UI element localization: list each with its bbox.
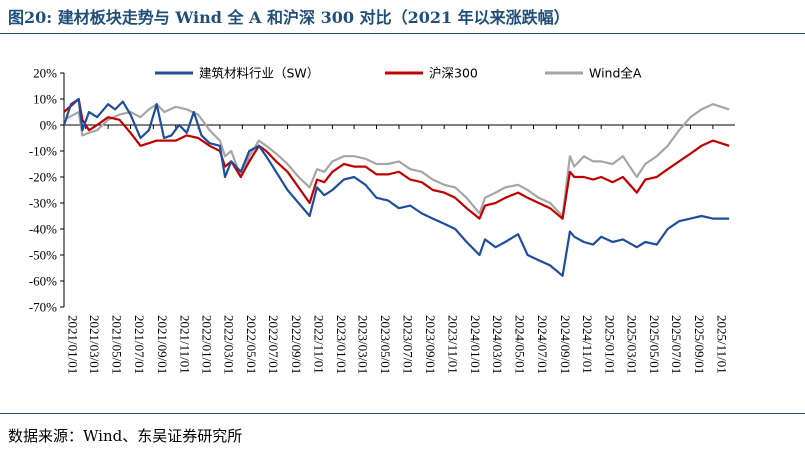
title-rule (0, 33, 805, 34)
x-tick-label: 2024/05/01 (513, 315, 528, 374)
x-tick-label: 2023/09/01 (423, 315, 438, 374)
series-layer (62, 97, 730, 277)
x-tick-label: 2021/01/01 (66, 315, 81, 374)
x-tick-label: 2021/07/01 (132, 315, 147, 374)
x-tick-label: 2023/07/01 (400, 315, 415, 374)
x-tick-label: 2021/05/01 (110, 315, 125, 374)
x-tick-label: 2022/03/01 (221, 315, 236, 374)
x-tick-label: 2023/01/01 (334, 315, 349, 374)
x-tick-label: 2022/11/01 (311, 315, 326, 374)
x-tick-label: 2025/11/01 (714, 315, 729, 374)
legend-label: 建筑材料行业（SW） (199, 66, 319, 81)
x-tick-label: 2021/03/01 (87, 315, 102, 374)
x-tick-label: 2025/07/01 (669, 315, 684, 374)
y-tick-label: -10% (29, 144, 57, 159)
y-tick-label: 10% (33, 92, 57, 107)
x-tick-label: 2024/11/01 (580, 315, 595, 374)
x-tick-label: 2022/09/01 (289, 315, 304, 374)
y-tick-label: 0% (40, 118, 58, 133)
figure-title: 图20: 建材板块走势与 Wind 全 A 和沪深 300 对比（2021 年以… (8, 8, 570, 27)
y-tick-label: -70% (29, 300, 57, 315)
x-tick-label: 2024/03/01 (490, 315, 505, 374)
x-tick-label: 2022/01/01 (200, 315, 215, 374)
series-line-0 (62, 97, 730, 277)
source-rule (0, 413, 805, 414)
source-note: 数据来源：Wind、东吴证券研究所 (8, 427, 243, 445)
x-tick-label: 2023/11/01 (446, 315, 461, 374)
legend-label: Wind全A (589, 66, 642, 81)
x-tick-label: 2021/09/01 (155, 315, 170, 374)
x-tick-label: 2025/01/01 (603, 315, 618, 374)
series-line-2 (63, 103, 730, 218)
x-tick-label: 2025/05/01 (647, 315, 662, 374)
x-tick-label: 2024/01/01 (468, 315, 483, 374)
x-tick-label: 2022/05/01 (244, 315, 259, 374)
x-tick-label: 2023/05/01 (378, 315, 393, 374)
x-tick-label: 2025/03/01 (624, 315, 639, 374)
y-tick-label: -20% (29, 170, 57, 185)
x-tick-label: 2024/09/01 (558, 315, 573, 374)
y-tick-label: -30% (29, 196, 57, 211)
y-tick-label: -40% (29, 222, 57, 237)
x-tick-label: 2024/07/01 (535, 315, 550, 374)
legend-label: 沪深300 (429, 66, 478, 81)
x-tick-label: 2023/03/01 (356, 315, 371, 374)
x-tick-label: 2021/11/01 (177, 315, 192, 374)
x-tick-label: 2025/09/01 (692, 315, 707, 374)
legend: 建筑材料行业（SW） 沪深300 Wind全A (155, 66, 642, 81)
y-tick-label: -60% (29, 274, 57, 289)
series-line-1 (63, 97, 730, 220)
axis-layer: 20% 10% 0% -10% -20% -30% -40% -50% -60% -70% 2021… (29, 66, 735, 374)
y-tick-label: 20% (33, 66, 57, 81)
y-tick-label: -50% (29, 248, 57, 263)
x-tick-label: 2022/07/01 (266, 315, 281, 374)
